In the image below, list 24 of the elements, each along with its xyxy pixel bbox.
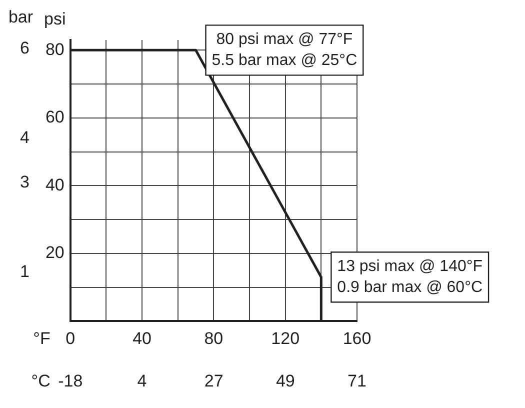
y-tick-label: 40 <box>45 175 64 194</box>
x2-tick-label: 71 <box>348 371 366 390</box>
y2-tick-label: 4 <box>20 128 30 147</box>
x-tick-label: 120 <box>271 329 300 348</box>
annotation: 80 psi max @ 77°F 5.5 bar max @ 25°C <box>212 31 358 70</box>
x-tick-label: 0 <box>66 329 76 348</box>
x2-tick-label: 27 <box>204 371 224 390</box>
x-axis-title: °F <box>33 329 50 348</box>
x2-tick-label: -18 <box>58 371 83 390</box>
y2-axis-title: bar <box>8 8 34 27</box>
annotation: 13 psi max @ 140°F 0.9 bar max @ 60°C <box>337 258 483 296</box>
y2-tick-label: 1 <box>20 262 30 281</box>
y2-tick-label: 6 <box>20 38 30 58</box>
x-tick-label: 80 <box>204 329 224 348</box>
x-tick-label: 160 <box>342 329 372 348</box>
x2-axis-title: °C <box>31 371 50 390</box>
y-tick-label: 60 <box>45 108 64 127</box>
x2-tick-label: 4 <box>137 371 147 390</box>
y-axis-title: psi <box>44 10 66 29</box>
x2-tick-label: 49 <box>276 371 295 390</box>
y-tick-label: 20 <box>45 243 64 262</box>
y2-tick-label: 3 <box>20 172 30 192</box>
x-tick-label: 40 <box>132 329 152 348</box>
y-tick-label: 80 <box>45 40 64 59</box>
